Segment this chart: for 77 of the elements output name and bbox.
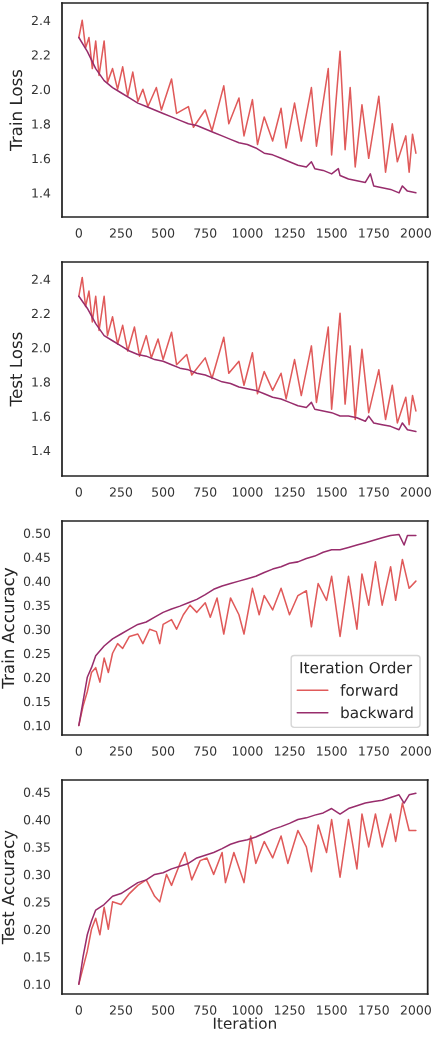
- x-tick-label: 750: [194, 487, 217, 497]
- x-tick-label: 1000: [232, 228, 263, 238]
- y-tick-label: 0.15: [23, 696, 50, 707]
- y-tick-label: 1.8: [32, 377, 51, 387]
- y-tick-label: 2.2: [31, 308, 50, 319]
- y-tick-label: 1.4: [32, 188, 51, 198]
- y-tick-label: 0.10: [23, 720, 51, 731]
- y-tick-label: 1.6: [32, 153, 51, 164]
- y-axis-title: Train Accuracy: [1, 567, 18, 689]
- x-tick-label: 1500: [317, 1005, 347, 1015]
- x-tick-label: 250: [109, 1005, 133, 1015]
- y-tick-label: 0.30: [23, 624, 51, 635]
- x-tick-label: 1500: [317, 228, 347, 238]
- x-tick-label: 750: [194, 746, 217, 756]
- y-tick-label: 2.4: [31, 15, 51, 26]
- y-axis-title: Train Loss: [9, 69, 23, 151]
- y-tick-label: 1.6: [32, 411, 51, 422]
- y-tick-label: 0.15: [23, 952, 50, 962]
- x-tick-label: 1500: [317, 746, 347, 756]
- x-tick-label: 1750: [359, 487, 389, 497]
- x-tick-label: 250: [109, 487, 133, 497]
- x-tick-label: 1750: [359, 746, 389, 756]
- x-tick-label: 500: [152, 228, 175, 238]
- y-axis-title: Test Loss: [9, 332, 23, 407]
- x-tick-label: 1250: [274, 487, 305, 497]
- line-series: [78, 276, 417, 426]
- x-tick-label: 0: [75, 487, 82, 497]
- x-tick-label: 0: [75, 746, 82, 756]
- y-tick-label: 2.0: [31, 84, 51, 95]
- y-tick-label: 1.8: [32, 119, 51, 129]
- y-tick-label: 2.2: [31, 50, 50, 60]
- x-axis-title: Iteration: [213, 1017, 276, 1030]
- y-tick-label: 0.35: [23, 600, 50, 611]
- line-series: [78, 36, 417, 194]
- x-tick-label: 2000: [400, 746, 431, 756]
- legend-label: forward: [340, 684, 398, 696]
- y-tick-label: 0.20: [23, 672, 51, 683]
- y-axis-title: Test Accuracy: [1, 830, 18, 945]
- x-tick-label: 500: [152, 746, 175, 756]
- x-tick-label: 1000: [232, 746, 263, 756]
- y-tick-label: 0.20: [23, 924, 51, 935]
- x-tick-label: 2000: [400, 228, 431, 238]
- x-tick-label: 750: [194, 228, 217, 238]
- x-tick-label: 500: [152, 487, 175, 497]
- line-series: [78, 19, 417, 173]
- y-tick-label: 0.10: [23, 979, 51, 990]
- x-tick-label: 1000: [232, 1005, 263, 1015]
- y-tick-label: 1.4: [32, 445, 51, 456]
- x-tick-label: 1000: [232, 487, 263, 497]
- x-tick-label: 500: [152, 1005, 175, 1015]
- y-tick-label: 0.40: [23, 814, 51, 825]
- y-tick-label: 0.45: [23, 552, 50, 562]
- y-tick-label: 0.45: [23, 787, 50, 797]
- y-tick-label: 0.40: [23, 576, 51, 587]
- y-tick-label: 2.4: [31, 274, 51, 284]
- x-tick-label: 1250: [274, 228, 305, 238]
- y-tick-label: 0.50: [23, 528, 51, 538]
- y-tick-label: 2.0: [31, 343, 51, 353]
- x-tick-label: 2000: [400, 1005, 431, 1015]
- y-tick-label: 0.35: [23, 842, 50, 852]
- legend-label: backward: [341, 706, 413, 719]
- x-tick-label: 1250: [274, 1005, 305, 1015]
- x-tick-label: 1750: [359, 1005, 389, 1015]
- x-tick-label: 1500: [317, 487, 347, 497]
- legend-title: Iteration Order: [300, 661, 413, 674]
- y-tick-label: 0.25: [23, 897, 50, 907]
- x-tick-label: 0: [75, 228, 82, 238]
- x-tick-label: 1750: [359, 228, 389, 238]
- x-tick-label: 0: [75, 1005, 82, 1015]
- x-tick-label: 750: [194, 1005, 217, 1015]
- y-tick-label: 0.30: [23, 869, 51, 880]
- x-tick-label: 1250: [274, 746, 305, 756]
- x-tick-label: 2000: [400, 487, 431, 497]
- x-tick-label: 250: [109, 746, 133, 756]
- y-tick-label: 0.25: [23, 648, 50, 659]
- line-series: [78, 295, 417, 433]
- x-tick-label: 250: [109, 228, 133, 238]
